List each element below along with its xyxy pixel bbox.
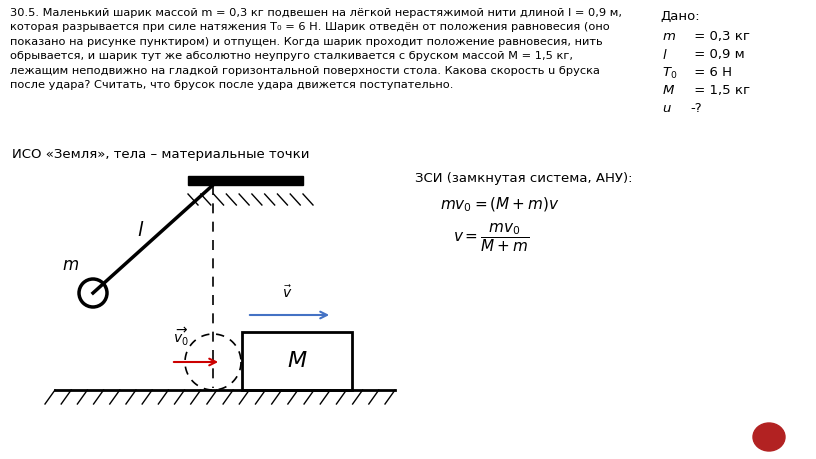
Text: $u$: $u$ [662,102,672,115]
Text: $mv_0 = (M + m)v$: $mv_0 = (M + m)v$ [440,196,560,214]
Text: $T_0$: $T_0$ [662,66,677,81]
Text: $\mathbf{\mathit{m}}$: $\mathbf{\mathit{m}}$ [63,256,79,274]
Text: $m$: $m$ [662,30,676,43]
Text: = 1,5 кг: = 1,5 кг [690,84,750,97]
Text: 30.5. Маленький шарик массой m = 0,3 кг подвешен на лёгкой нерастяжимой нити дли: 30.5. Маленький шарик массой m = 0,3 кг … [10,8,622,90]
Text: $\vec{v}$: $\vec{v}$ [282,285,292,301]
Text: ЗСИ (замкнутая система, АНУ):: ЗСИ (замкнутая система, АНУ): [415,172,632,185]
Text: = 0,3 кг: = 0,3 кг [690,30,750,43]
Text: $l$: $l$ [662,48,667,62]
Text: $\overrightarrow{v_0}$: $\overrightarrow{v_0}$ [173,326,188,348]
Text: $\mathbf{\mathit{M}}$: $\mathbf{\mathit{M}}$ [286,351,308,371]
Text: = 0,9 м: = 0,9 м [690,48,745,61]
Text: -?: -? [690,102,702,115]
Text: = 6 Н: = 6 Н [690,66,732,79]
Text: Дано:: Дано: [660,10,699,23]
Bar [188,176,303,185]
Ellipse shape [753,423,785,451]
Text: $M$: $M$ [662,84,675,97]
Text: ИСО «Земля», тела – материальные точки: ИСО «Земля», тела – материальные точки [12,148,309,161]
Text: $v = \dfrac{mv_0}{M+m}$: $v = \dfrac{mv_0}{M+m}$ [453,222,530,254]
Text: $\mathit{l}$: $\mathit{l}$ [137,222,144,241]
Bar [242,332,352,390]
